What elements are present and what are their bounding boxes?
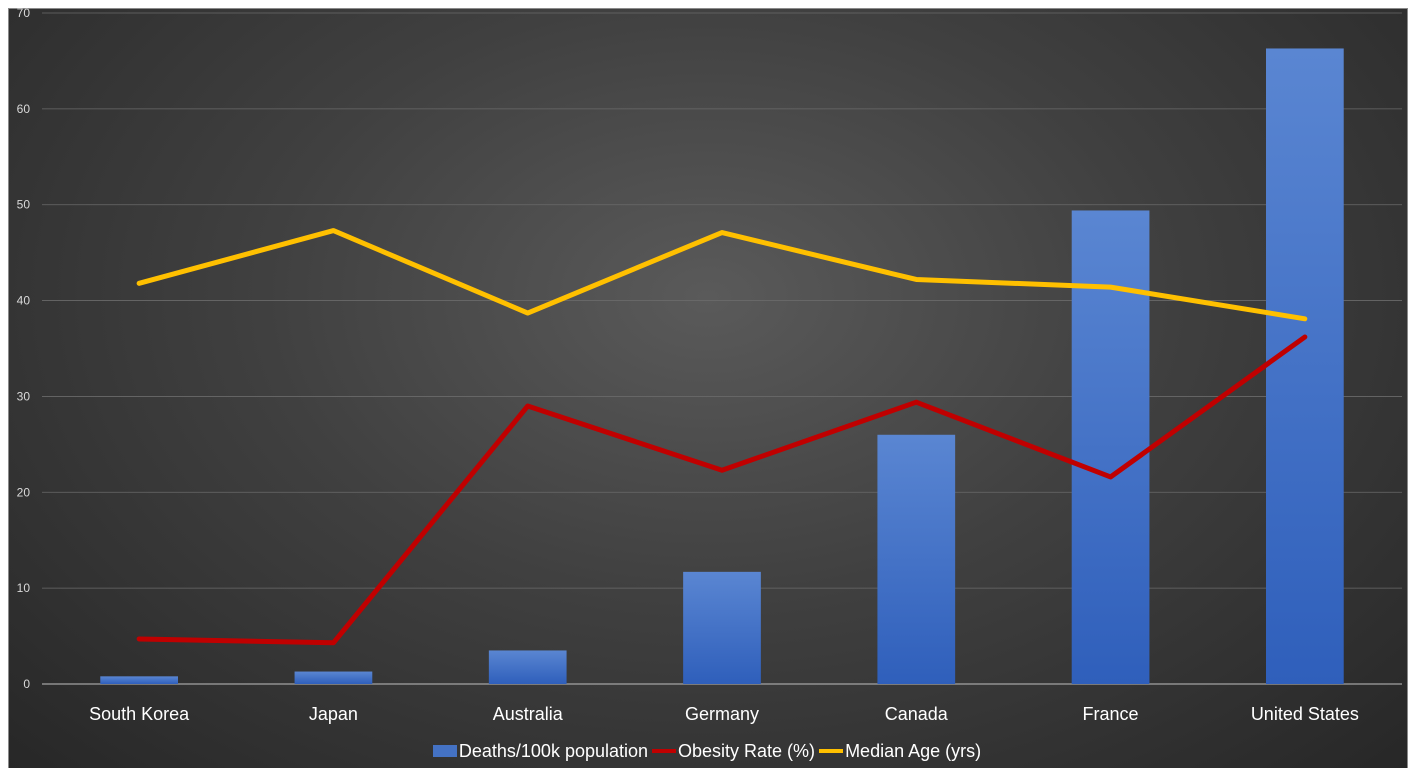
bar <box>294 671 373 684</box>
y-tick-label: 0 <box>23 677 30 691</box>
legend-item-deaths: Deaths/100k population <box>432 740 649 762</box>
line-series <box>136 228 1308 646</box>
y-tick-label: 10 <box>17 581 31 595</box>
legend-label-deaths: Deaths/100k population <box>458 740 649 761</box>
legend-swatch-median-age <box>819 749 844 753</box>
bar-series <box>100 48 1344 685</box>
legend-item-median-age: Median Age (yrs) <box>819 741 981 762</box>
bar <box>683 571 761 684</box>
legend-swatch-obesity <box>652 749 677 753</box>
legend: Deaths/100k population Obesity Rate (%) … <box>0 738 1414 764</box>
bar <box>100 676 178 684</box>
bar <box>1266 48 1344 684</box>
legend-label-median-age: Median Age (yrs) <box>845 740 982 761</box>
x-tick-label: Australia <box>493 704 564 724</box>
y-tick-label: 70 <box>17 6 31 20</box>
x-axis: South Korea Japan Australia Germany Canada Fr… <box>89 704 1359 724</box>
y-tick-label: 30 <box>17 389 31 403</box>
y-tick-label: 50 <box>17 198 31 212</box>
x-tick-label: Japan <box>309 704 358 724</box>
bar <box>877 434 956 684</box>
x-tick-label: South Korea <box>89 704 190 724</box>
x-tick-label: Canada <box>885 704 949 724</box>
legend-label-obesity: Obesity Rate (%) <box>678 740 816 761</box>
y-axis: 0 10 20 30 40 50 60 70 <box>17 6 31 691</box>
x-tick-label: France <box>1083 704 1139 724</box>
bar <box>1071 210 1150 685</box>
bar <box>488 650 567 684</box>
legend-item-obesity: Obesity Rate (%) <box>652 741 815 762</box>
y-tick-label: 40 <box>17 294 31 308</box>
x-tick-label: United States <box>1251 704 1359 724</box>
x-tick-label: Germany <box>685 704 759 724</box>
legend-swatch-deaths <box>432 745 457 757</box>
y-tick-label: 60 <box>17 102 31 116</box>
y-tick-label: 20 <box>17 485 31 499</box>
